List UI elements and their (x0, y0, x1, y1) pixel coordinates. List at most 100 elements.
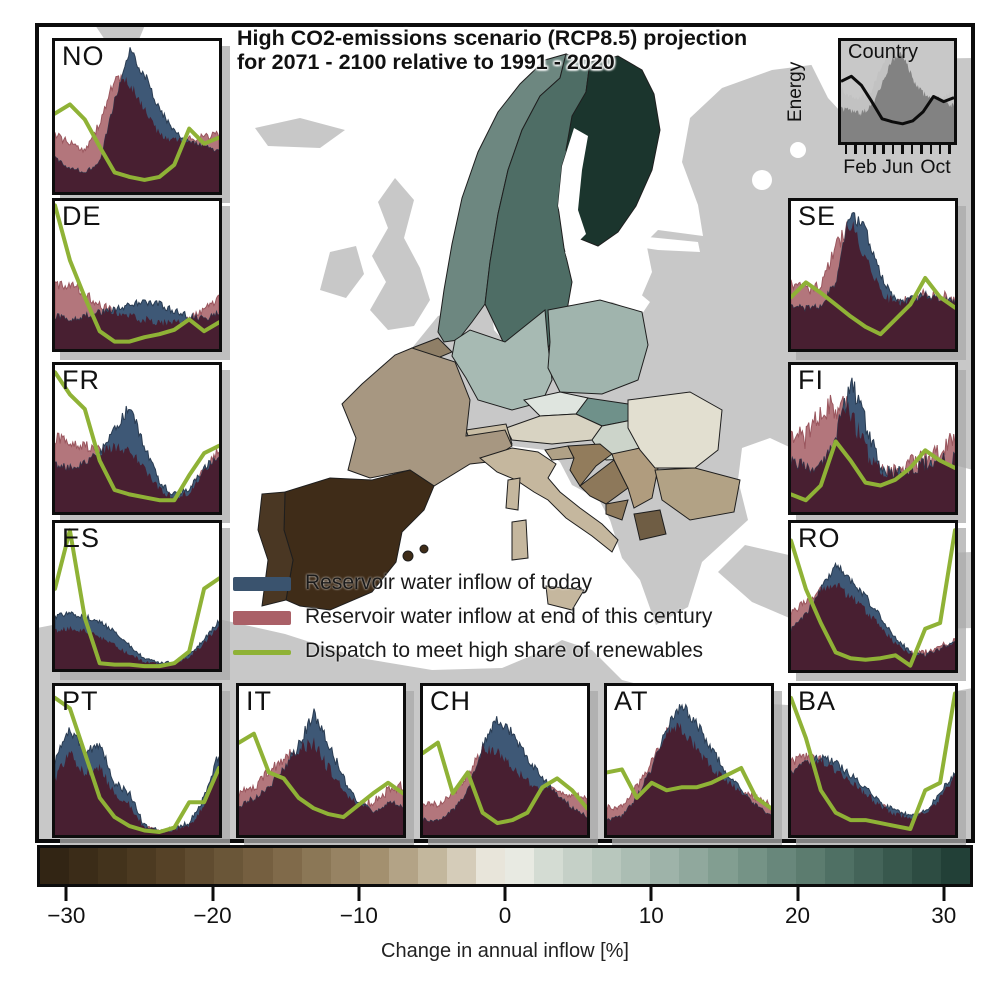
explainer-tick (938, 145, 942, 154)
legend-label-1: Reservoir water inflow at end of this ce… (305, 605, 713, 628)
colorbar-segment (853, 848, 884, 884)
legend-label-2: Dispatch to meet high share of renewable… (305, 639, 704, 662)
map-balearic-2 (419, 544, 429, 554)
legend-row-0: Reservoir water inflow of today (233, 568, 693, 602)
legend-row-1: Reservoir water inflow at end of this ce… (233, 602, 712, 636)
colorbar-tick--20 (211, 887, 214, 901)
country-inset-ch: CH (420, 683, 590, 838)
explainer-x-label-feb: Feb (843, 156, 877, 178)
inset-chart-it (239, 708, 403, 835)
colorbar-segment (737, 848, 768, 884)
country-code-label-ch: CH (430, 686, 471, 716)
lake-ladoga (752, 170, 772, 190)
inset-chart-de (55, 203, 219, 349)
inset-chart-fi (791, 377, 955, 512)
inset-chart-pt (55, 695, 219, 835)
map-country-de (451, 309, 553, 411)
colorbar-tick-label-30: 30 (931, 903, 957, 928)
colorbar-segment (824, 848, 855, 884)
map-balearic-1 (402, 550, 414, 562)
explainer-chart (841, 47, 954, 142)
baltic-sea (565, 242, 650, 314)
country-code-label-it: IT (246, 686, 272, 716)
legend: Reservoir water inflow of today Reservoir… (233, 568, 712, 670)
country-inset-pt: PT (52, 683, 222, 838)
colorbar-segment (185, 848, 215, 884)
map-country-mk (633, 509, 667, 541)
explainer-tick (920, 145, 923, 154)
colorbar-segment (563, 848, 593, 884)
country-inset-at: AT (604, 683, 774, 838)
gulf-of-finland (616, 234, 700, 252)
colorbar-segment (156, 848, 186, 884)
title-line-1: High CO2-emissions scenario (RCP8.5) pro… (237, 26, 748, 50)
colorbar-segment (592, 848, 622, 884)
explainer-tick (901, 145, 904, 154)
colorbar-axis-label: Change in annual inflow [%] (381, 940, 629, 962)
colorbar-tick-label--10: −10 (339, 903, 378, 928)
colorbar-segment (127, 848, 157, 884)
colorbar-tick-0 (503, 887, 507, 901)
land-iceland (255, 118, 345, 148)
explainer-country-label: Country (848, 41, 919, 63)
legend-row-2: Dispatch to meet high share of renewable… (233, 636, 703, 670)
colorbar-tick-label-20: 20 (784, 903, 811, 928)
explainer-tick (910, 145, 914, 154)
explainer-tick (929, 145, 932, 154)
country-code-label-se: SE (798, 201, 837, 231)
figure-title: High CO2-emissions scenario (RCP8.5) pro… (237, 26, 748, 74)
colorbar-segment (505, 848, 535, 884)
inset-chart-no (55, 47, 219, 192)
country-code-label-ro: RO (798, 523, 841, 553)
inset-chart-ro (791, 528, 955, 670)
colorbar-tick-30 (942, 887, 946, 901)
explainer-tick (873, 145, 876, 154)
colorbar-tick-label-0: 0 (498, 903, 512, 928)
explainer-x-ticks (840, 145, 953, 154)
land-top-left (95, 25, 145, 42)
country-code-label-fi: FI (798, 365, 824, 395)
colorbar-segment (40, 848, 70, 884)
colorbar (37, 845, 973, 887)
colorbar-tick--10 (357, 887, 361, 901)
colorbar-segment (766, 848, 797, 884)
country-inset-no: NO (52, 38, 222, 195)
map-country-bg (654, 467, 741, 521)
colorbar-segment (214, 848, 244, 884)
map-country-me (605, 499, 629, 521)
country-inset-fi: FI (788, 362, 958, 515)
gulf-of-bothnia (558, 128, 588, 246)
legend-label-0: Reservoir water inflow of today (305, 571, 593, 594)
country-code-label-es: ES (62, 523, 101, 553)
legend-swatch-2 (233, 650, 291, 655)
colorbar-segment (446, 848, 477, 884)
colorbar-tick-20 (796, 887, 799, 901)
inset-chart-se (791, 212, 955, 349)
inset-chart-at (607, 703, 771, 835)
inset-chart-fr (55, 370, 219, 512)
colorbar-segment (621, 848, 651, 884)
country-inset-se: SE (788, 198, 958, 352)
legend-swatch-1 (233, 611, 291, 625)
colorbar-segment (330, 848, 361, 884)
map-country-fi (565, 55, 661, 247)
land-ireland (320, 246, 364, 298)
country-code-label-de: DE (62, 201, 102, 231)
colorbar-segment (98, 848, 128, 884)
map-country-it (478, 447, 619, 553)
inset-chart-es (55, 528, 219, 669)
explainer-inset: Country (838, 38, 957, 145)
colorbar-segment (272, 848, 303, 884)
colorbar-segment (359, 848, 390, 884)
country-code-label-fr: FR (62, 365, 100, 395)
title-line-2: for 2071 - 2100 relative to 1991 - 2020 (237, 49, 615, 74)
legend-swatch-0 (233, 577, 291, 591)
map-sardinia (511, 519, 529, 561)
explainer-tick (863, 145, 866, 154)
colorbar-segment (534, 848, 564, 884)
explainer-x-label-jun: Jun (882, 156, 914, 178)
colorbar-segment (417, 848, 448, 884)
colorbar-tick--30 (64, 887, 68, 901)
map-country-ba (579, 459, 629, 505)
